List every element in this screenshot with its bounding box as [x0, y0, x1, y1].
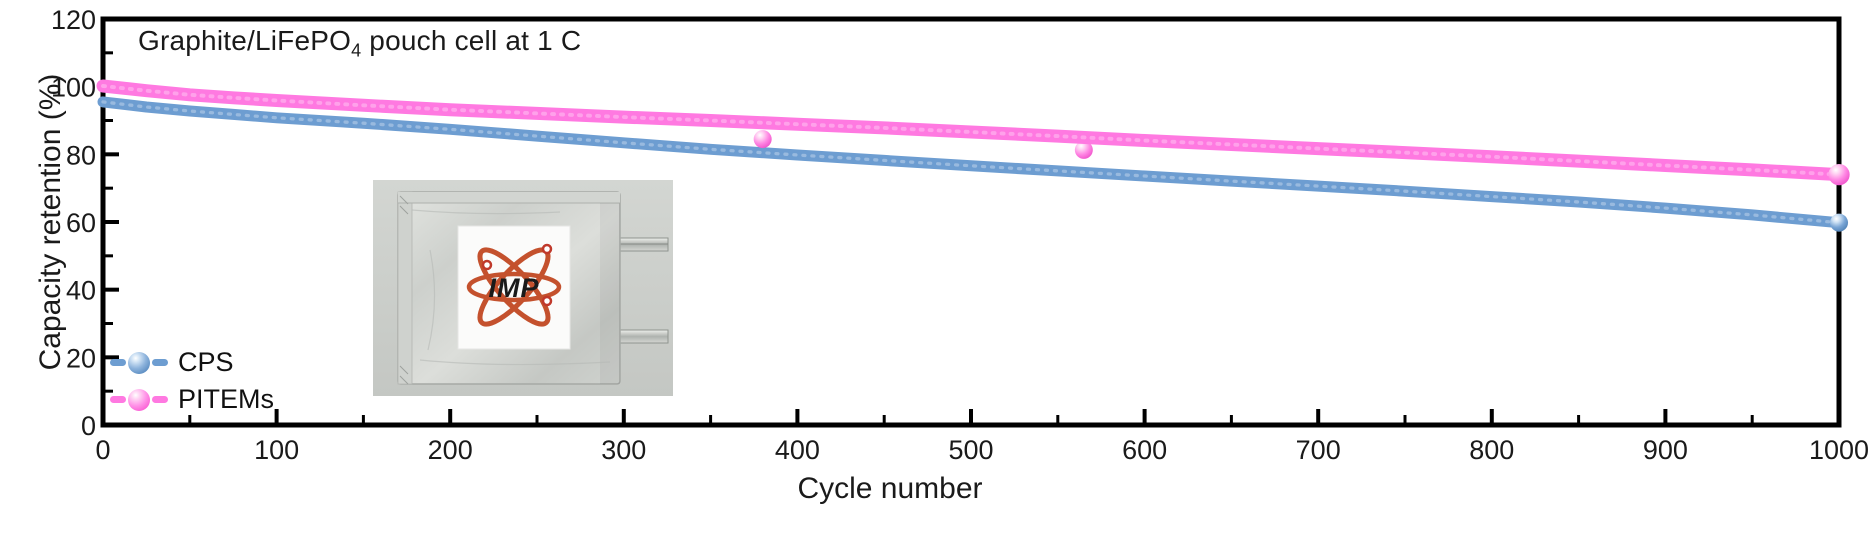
end-marker	[1829, 213, 1849, 232]
series-line	[97, 96, 1845, 229]
cps-dash-icon	[152, 359, 168, 366]
cps-dash-icon	[110, 359, 126, 366]
series-line	[96, 79, 1846, 182]
end-marker	[1828, 163, 1850, 186]
atom-logo: IMP	[466, 243, 562, 327]
seal-hatch-marks	[399, 195, 409, 385]
electron-dot	[541, 295, 553, 307]
legend-label-pitems: PITEMs	[178, 384, 275, 414]
cps-marker-icon	[128, 351, 150, 374]
x-tick-label: 0	[95, 435, 110, 465]
pouch-seal-top	[398, 192, 620, 203]
x-tick-label: 400	[775, 435, 820, 465]
legend-item-pitems: PITEMs	[110, 381, 274, 418]
plot-annotation: Graphite/LiFePO4 pouch cell at 1 C	[138, 25, 581, 62]
y-tick-label: 120	[51, 5, 96, 35]
x-tick-label: 200	[428, 435, 473, 465]
legend-label-cps: CPS	[178, 347, 234, 377]
electron-dot	[481, 259, 493, 271]
series-cps	[97, 96, 1849, 232]
annotation-suffix: pouch cell at 1 C	[361, 25, 582, 56]
annotation-prefix: Graphite/LiFePO	[138, 25, 352, 56]
plot-frame	[100, 16, 1842, 428]
outlier-marker	[753, 130, 772, 149]
x-tick-label: 800	[1469, 435, 1514, 465]
pitems-legend-symbol	[110, 388, 168, 411]
outlier-marker	[1074, 140, 1093, 159]
y-tick-label: 80	[66, 140, 96, 170]
pitems-dash-icon	[152, 396, 168, 403]
series-sheen	[101, 100, 1841, 225]
annotation-subscript: 4	[351, 40, 362, 61]
pitems-dash-icon	[110, 396, 126, 403]
cps-legend-symbol	[110, 351, 168, 374]
x-tick-label: 600	[1122, 435, 1167, 465]
y-tick-label: 100	[51, 73, 96, 103]
legend-item-cps: CPS	[110, 344, 274, 381]
legend: CPS PITEMs	[110, 344, 274, 418]
pouch-wrinkles	[411, 209, 611, 366]
y-tick-label: 60	[66, 208, 96, 238]
y-tick-label: 40	[66, 276, 96, 306]
logo-text: IMP	[488, 273, 539, 303]
pouch-cell-photo: IMP	[373, 180, 673, 396]
pouch-seal-left	[397, 191, 413, 385]
y-axis-title: Capacity retention (%)	[34, 73, 67, 371]
x-tick-label: 1000	[1809, 435, 1869, 465]
y-tick-label: 0	[81, 411, 96, 441]
x-tick-label: 700	[1296, 435, 1341, 465]
x-tick-label: 300	[601, 435, 646, 465]
electron-dot	[541, 243, 553, 255]
x-axis-title: Cycle number	[797, 472, 983, 505]
data-series	[96, 79, 1850, 232]
series-sheen	[101, 84, 1841, 177]
axes: 0 100 200 300 400 500 600 700 800 900 1000 0 20 40 60 8…	[51, 5, 1869, 465]
series-pitems	[96, 79, 1850, 186]
x-tick-label: 100	[254, 435, 299, 465]
x-tick-label: 900	[1643, 435, 1688, 465]
pouch-seal-right	[600, 203, 620, 384]
y-tick-label: 20	[66, 343, 96, 373]
pitems-marker-icon	[128, 388, 150, 411]
x-tick-label: 500	[948, 435, 993, 465]
